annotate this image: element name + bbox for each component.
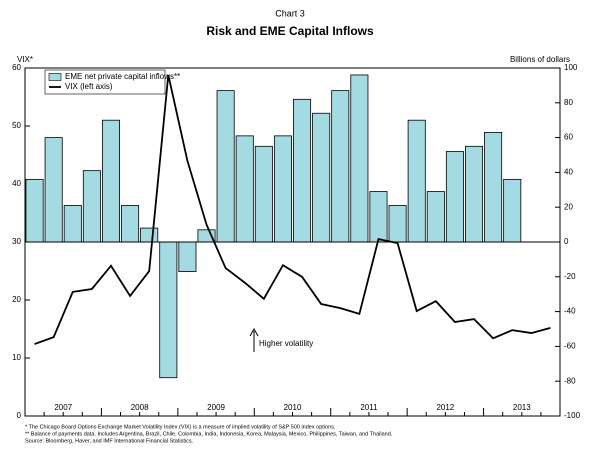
annotation: Higher volatility (259, 339, 313, 348)
y-tick-label: 40 (12, 179, 21, 188)
y2-tick-label: -100 (564, 411, 581, 420)
bar (178, 241, 197, 272)
bar (44, 137, 63, 243)
bar (82, 170, 101, 243)
bar (503, 178, 522, 243)
y2-tick-label: 80 (564, 98, 573, 107)
bar (369, 191, 388, 243)
bar (426, 191, 445, 243)
x-tick-label: 2012 (436, 403, 454, 412)
footnote: Source: Bloomberg, Haver, and IMF Intern… (25, 438, 194, 444)
x-tick-label: 2011 (360, 403, 378, 412)
bar (63, 205, 82, 243)
bar (159, 241, 178, 379)
bar (235, 135, 254, 243)
bar (121, 205, 140, 243)
y2-tick-label: 40 (564, 168, 573, 177)
bar (216, 90, 235, 243)
bar (293, 98, 312, 243)
x-tick-label: 2009 (207, 403, 225, 412)
bar (254, 145, 273, 243)
y2-tick-label: -40 (564, 307, 576, 316)
x-tick-label: 2010 (284, 403, 302, 412)
bar (465, 145, 484, 243)
y2-axis-label: Billions of dollars (510, 55, 570, 64)
y2-tick-label: 60 (564, 133, 573, 142)
arrow-head (249, 327, 259, 337)
chart-title: Risk and EME Capital Inflows (206, 24, 374, 38)
y-tick-label: 30 (12, 237, 21, 246)
y-tick-label: 20 (12, 295, 21, 304)
footnote: * The Chicago Board Options Exchange Mar… (25, 424, 336, 430)
y2-tick-label: -20 (564, 272, 576, 281)
bar (445, 151, 464, 243)
y-tick-label: 10 (12, 353, 21, 362)
y2-tick-label: -60 (564, 342, 576, 351)
bar (101, 119, 120, 243)
x-tick-label: 2007 (54, 403, 72, 412)
y-axis-label: VIX* (17, 55, 33, 64)
y2-tick-label: 100 (564, 63, 578, 72)
bar (331, 90, 350, 243)
bar (484, 131, 503, 243)
y2-tick-label: 0 (564, 237, 569, 246)
legend-box (44, 69, 166, 95)
legend-swatch (48, 73, 62, 81)
y-tick-label: 0 (17, 411, 22, 420)
x-tick-label: 2013 (513, 403, 531, 412)
bar (140, 227, 159, 243)
bar (407, 119, 426, 243)
x-tick-label: 2008 (131, 403, 149, 412)
y2-tick-label: 20 (564, 202, 573, 211)
y-tick-label: 60 (12, 63, 21, 72)
bar (273, 135, 292, 243)
bar (350, 74, 369, 243)
bar (388, 205, 407, 243)
y-tick-label: 50 (12, 121, 21, 130)
line (34, 74, 551, 345)
bar (25, 178, 44, 243)
chart-supertitle: Chart 3 (275, 8, 305, 18)
legend-label: VIX (left axis) (65, 82, 113, 91)
y2-tick-label: -80 (564, 376, 576, 385)
footnote: ** Balance of payments data. Includes Ar… (25, 431, 393, 437)
bar (312, 112, 331, 243)
legend-label: EME net private capital inflows** (65, 72, 180, 81)
